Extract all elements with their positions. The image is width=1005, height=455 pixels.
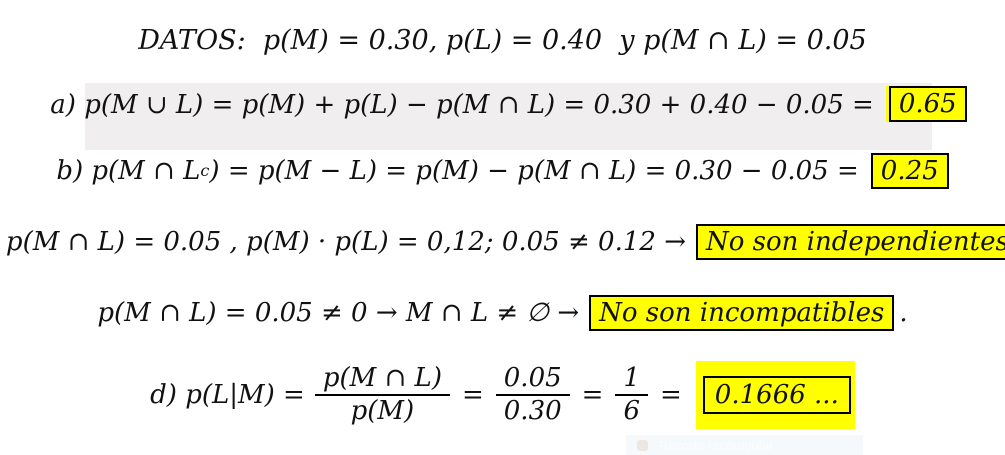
datos-line: DATOS: p(M) = 0.30, p(L) = 0.40 y p(M ∩ … bbox=[0, 18, 1005, 62]
line-incompatibles-result: No son incompatibles bbox=[589, 295, 895, 331]
fraction-denominator: 0.30 bbox=[503, 396, 562, 426]
snip-tooltip[interactable]: Recorte rectangular bbox=[626, 435, 863, 455]
datos-text: DATOS: p(M) = 0.30, p(L) = 0.40 y p(M ∩ … bbox=[138, 24, 867, 56]
line-c: c) p(M ∩ L) = 0.05 , p(M) · p(L) = 0,12;… bbox=[0, 220, 1005, 264]
fraction-sixth: 1 6 bbox=[615, 363, 648, 427]
fraction-decimal: 0.05 0.30 bbox=[495, 363, 570, 427]
line-a-text: a) p(M ∪ L) = p(M) + p(L) − p(M ∩ L) = 0… bbox=[50, 90, 874, 120]
fraction-denominator: 6 bbox=[623, 396, 640, 426]
line-incompatibles-text: p(M ∩ L) = 0.05 ≠ 0 → M ∩ L ≠ ∅ → bbox=[97, 298, 580, 328]
line-c-result: No son independientes bbox=[695, 224, 1005, 260]
equals-sign: = bbox=[660, 380, 682, 410]
line-b-result: 0.25 bbox=[870, 153, 949, 189]
equals-sign: = bbox=[581, 380, 604, 410]
line-c-text: c) p(M ∩ L) = 0.05 , p(M) · p(L) = 0,12;… bbox=[0, 227, 686, 257]
line-a-highlight: 0.65 bbox=[885, 86, 967, 122]
fraction-numerator: 0.05 bbox=[495, 363, 570, 396]
line-a-result: 0.65 bbox=[888, 86, 967, 122]
line-incompatibles-period: . bbox=[899, 298, 908, 328]
line-d-prefix: d) p(L|M) = bbox=[150, 380, 305, 410]
fraction-numerator: 1 bbox=[615, 363, 648, 396]
line-incompatibles: p(M ∩ L) = 0.05 ≠ 0 → M ∩ L ≠ ∅ → No son … bbox=[0, 291, 1005, 335]
line-b-text-pre: b) p(M ∩ L bbox=[56, 156, 201, 186]
equals-sign: = bbox=[461, 380, 484, 410]
rectangular-snip-icon bbox=[637, 439, 648, 451]
line-d-result: 0.1666 ... bbox=[702, 376, 851, 414]
line-a-band: a) p(M ∪ L) = p(M) + p(L) − p(M ∩ L) = 0… bbox=[50, 83, 967, 150]
fraction-symbolic: p(M ∩ L) p(M) bbox=[314, 363, 450, 427]
fraction-denominator: p(M) bbox=[350, 396, 415, 426]
fraction-numerator: p(M ∩ L) bbox=[314, 363, 450, 396]
line-b-text-post: ) = p(M − L) = p(M) − p(M ∩ L) = 0.30 − … bbox=[209, 156, 859, 186]
line-d: d) p(L|M) = p(M ∩ L) p(M) = 0.05 0.30 = … bbox=[0, 355, 1005, 435]
snip-tooltip-label: Recorte rectangular bbox=[659, 437, 774, 453]
line-d-highlight: 0.1666 ... bbox=[695, 361, 855, 429]
